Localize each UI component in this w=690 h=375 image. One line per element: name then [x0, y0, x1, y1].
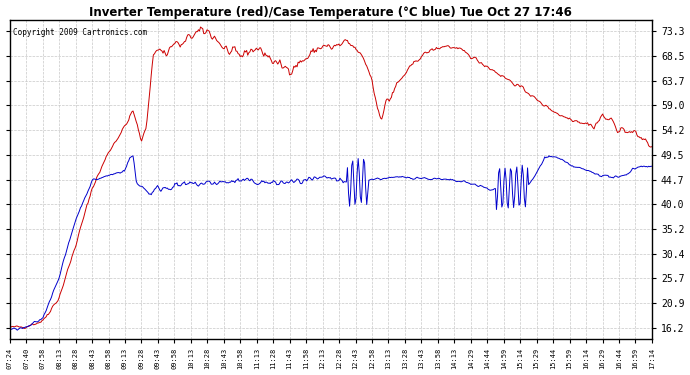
Title: Inverter Temperature (red)/Case Temperature (°C blue) Tue Oct 27 17:46: Inverter Temperature (red)/Case Temperat… [90, 6, 572, 18]
Text: Copyright 2009 Cartronics.com: Copyright 2009 Cartronics.com [13, 28, 147, 37]
